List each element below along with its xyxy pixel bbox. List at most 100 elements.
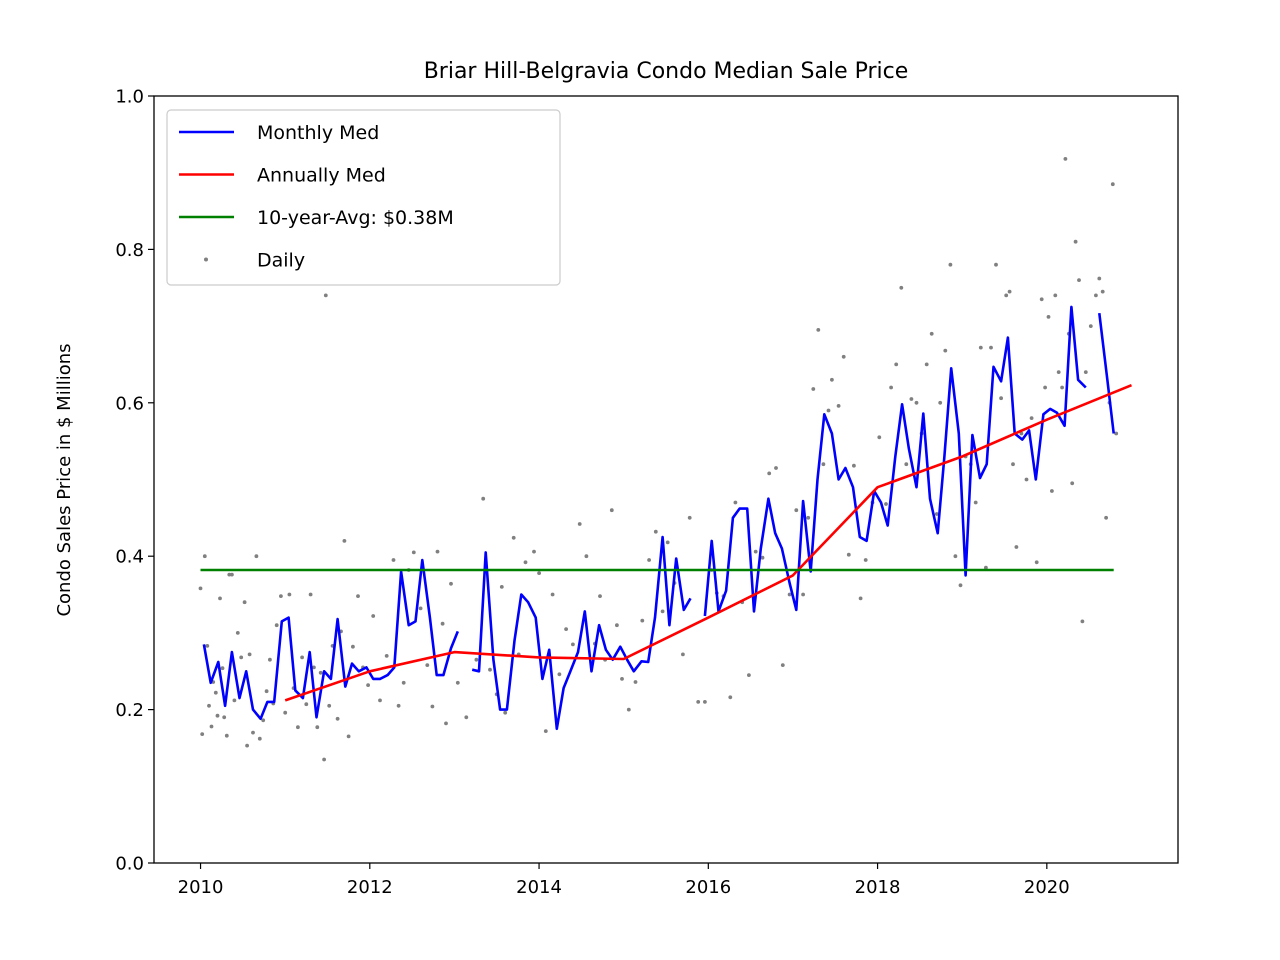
point-daily (312, 665, 316, 670)
legend-label: 10-year-Avg: $0.38M (257, 207, 454, 229)
x-tick-label: 2014 (516, 877, 562, 898)
point-daily (488, 667, 492, 672)
point-daily (780, 663, 785, 667)
point-daily (687, 515, 692, 520)
point-daily (733, 500, 738, 505)
line-monthly-med (202, 558, 460, 721)
x-tick-label: 2012 (347, 877, 393, 898)
point-daily (948, 262, 953, 267)
point-daily (474, 657, 479, 662)
point-daily (202, 554, 207, 559)
point-daily (728, 695, 733, 700)
point-daily (1114, 431, 1119, 436)
point-daily (830, 377, 834, 382)
point-daily (384, 654, 389, 658)
point-daily (200, 732, 205, 736)
point-daily (464, 715, 469, 720)
point-daily (846, 552, 851, 557)
point-daily (938, 400, 943, 405)
point-daily (703, 700, 707, 704)
y-tick-label: 0.0 (115, 854, 144, 875)
point-daily (503, 710, 508, 715)
point-daily (1014, 545, 1019, 549)
point-daily (953, 554, 958, 559)
point-daily (894, 362, 899, 367)
legend-label: Monthly Med (257, 122, 379, 144)
point-daily (877, 435, 882, 440)
point-daily (753, 549, 758, 554)
point-daily (268, 657, 272, 662)
point-daily (994, 262, 998, 267)
point-daily (287, 592, 292, 597)
point-daily (230, 572, 234, 577)
point-daily (924, 362, 929, 367)
point-daily (1060, 385, 1064, 390)
point-daily (213, 690, 218, 695)
point-daily (430, 704, 435, 709)
point-daily (220, 666, 225, 671)
point-daily (378, 698, 382, 703)
point-daily (371, 614, 376, 618)
point-daily (794, 508, 799, 513)
point-daily (821, 462, 826, 467)
y-tick-label: 0.4 (115, 547, 144, 568)
point-daily (1004, 293, 1009, 298)
y-axis-label: Condo Sales Price in $ Millions (54, 343, 75, 616)
point-daily (444, 721, 448, 726)
y-tick-label: 0.2 (115, 700, 144, 721)
point-daily (665, 540, 670, 545)
legend-label: Annually Med (257, 165, 386, 187)
point-daily (449, 581, 453, 586)
point-daily (418, 606, 423, 611)
point-daily (247, 652, 252, 657)
point-daily (647, 558, 651, 562)
point-daily (198, 586, 203, 591)
point-daily (222, 715, 227, 720)
x-tick-label: 2018 (855, 877, 901, 898)
point-daily (640, 618, 645, 623)
plot-marks (198, 157, 1132, 762)
point-daily (999, 396, 1003, 401)
point-daily (584, 554, 589, 559)
point-daily (1053, 293, 1058, 298)
series-monthly-med (202, 305, 1115, 731)
point-daily (543, 729, 548, 733)
line-monthly-med (1098, 312, 1115, 434)
point-daily (806, 515, 811, 520)
point-daily (245, 743, 250, 748)
point-daily (261, 718, 266, 723)
point-daily (934, 512, 939, 516)
point-daily (1080, 619, 1085, 624)
point-daily (653, 529, 658, 534)
series-annually-med (284, 383, 1132, 702)
x-tick-label: 2016 (685, 877, 731, 898)
point-daily (1039, 297, 1044, 302)
point-daily (264, 689, 269, 694)
point-daily (760, 555, 765, 560)
point-daily (1083, 370, 1088, 374)
point-daily (511, 535, 516, 540)
point-daily (1077, 278, 1081, 282)
point-daily (1007, 289, 1012, 294)
point-daily (523, 560, 528, 565)
point-daily (257, 736, 262, 741)
point-daily (801, 592, 805, 597)
point-daily (323, 293, 328, 298)
point-daily (914, 400, 919, 405)
point-daily (218, 596, 222, 601)
point-daily (1050, 489, 1054, 493)
point-daily (351, 644, 355, 649)
point-daily (346, 734, 351, 739)
point-daily (366, 683, 370, 687)
point-daily (826, 408, 831, 413)
point-daily (251, 730, 255, 735)
point-daily (1056, 370, 1061, 374)
point-daily (1029, 416, 1034, 420)
point-daily (304, 702, 309, 707)
point-daily (1063, 157, 1068, 161)
legend-item-10-year-avg-0-38m: 10-year-Avg: $0.38M (179, 207, 454, 229)
point-daily (811, 387, 816, 391)
point-daily (1104, 515, 1108, 520)
point-daily (787, 592, 792, 597)
